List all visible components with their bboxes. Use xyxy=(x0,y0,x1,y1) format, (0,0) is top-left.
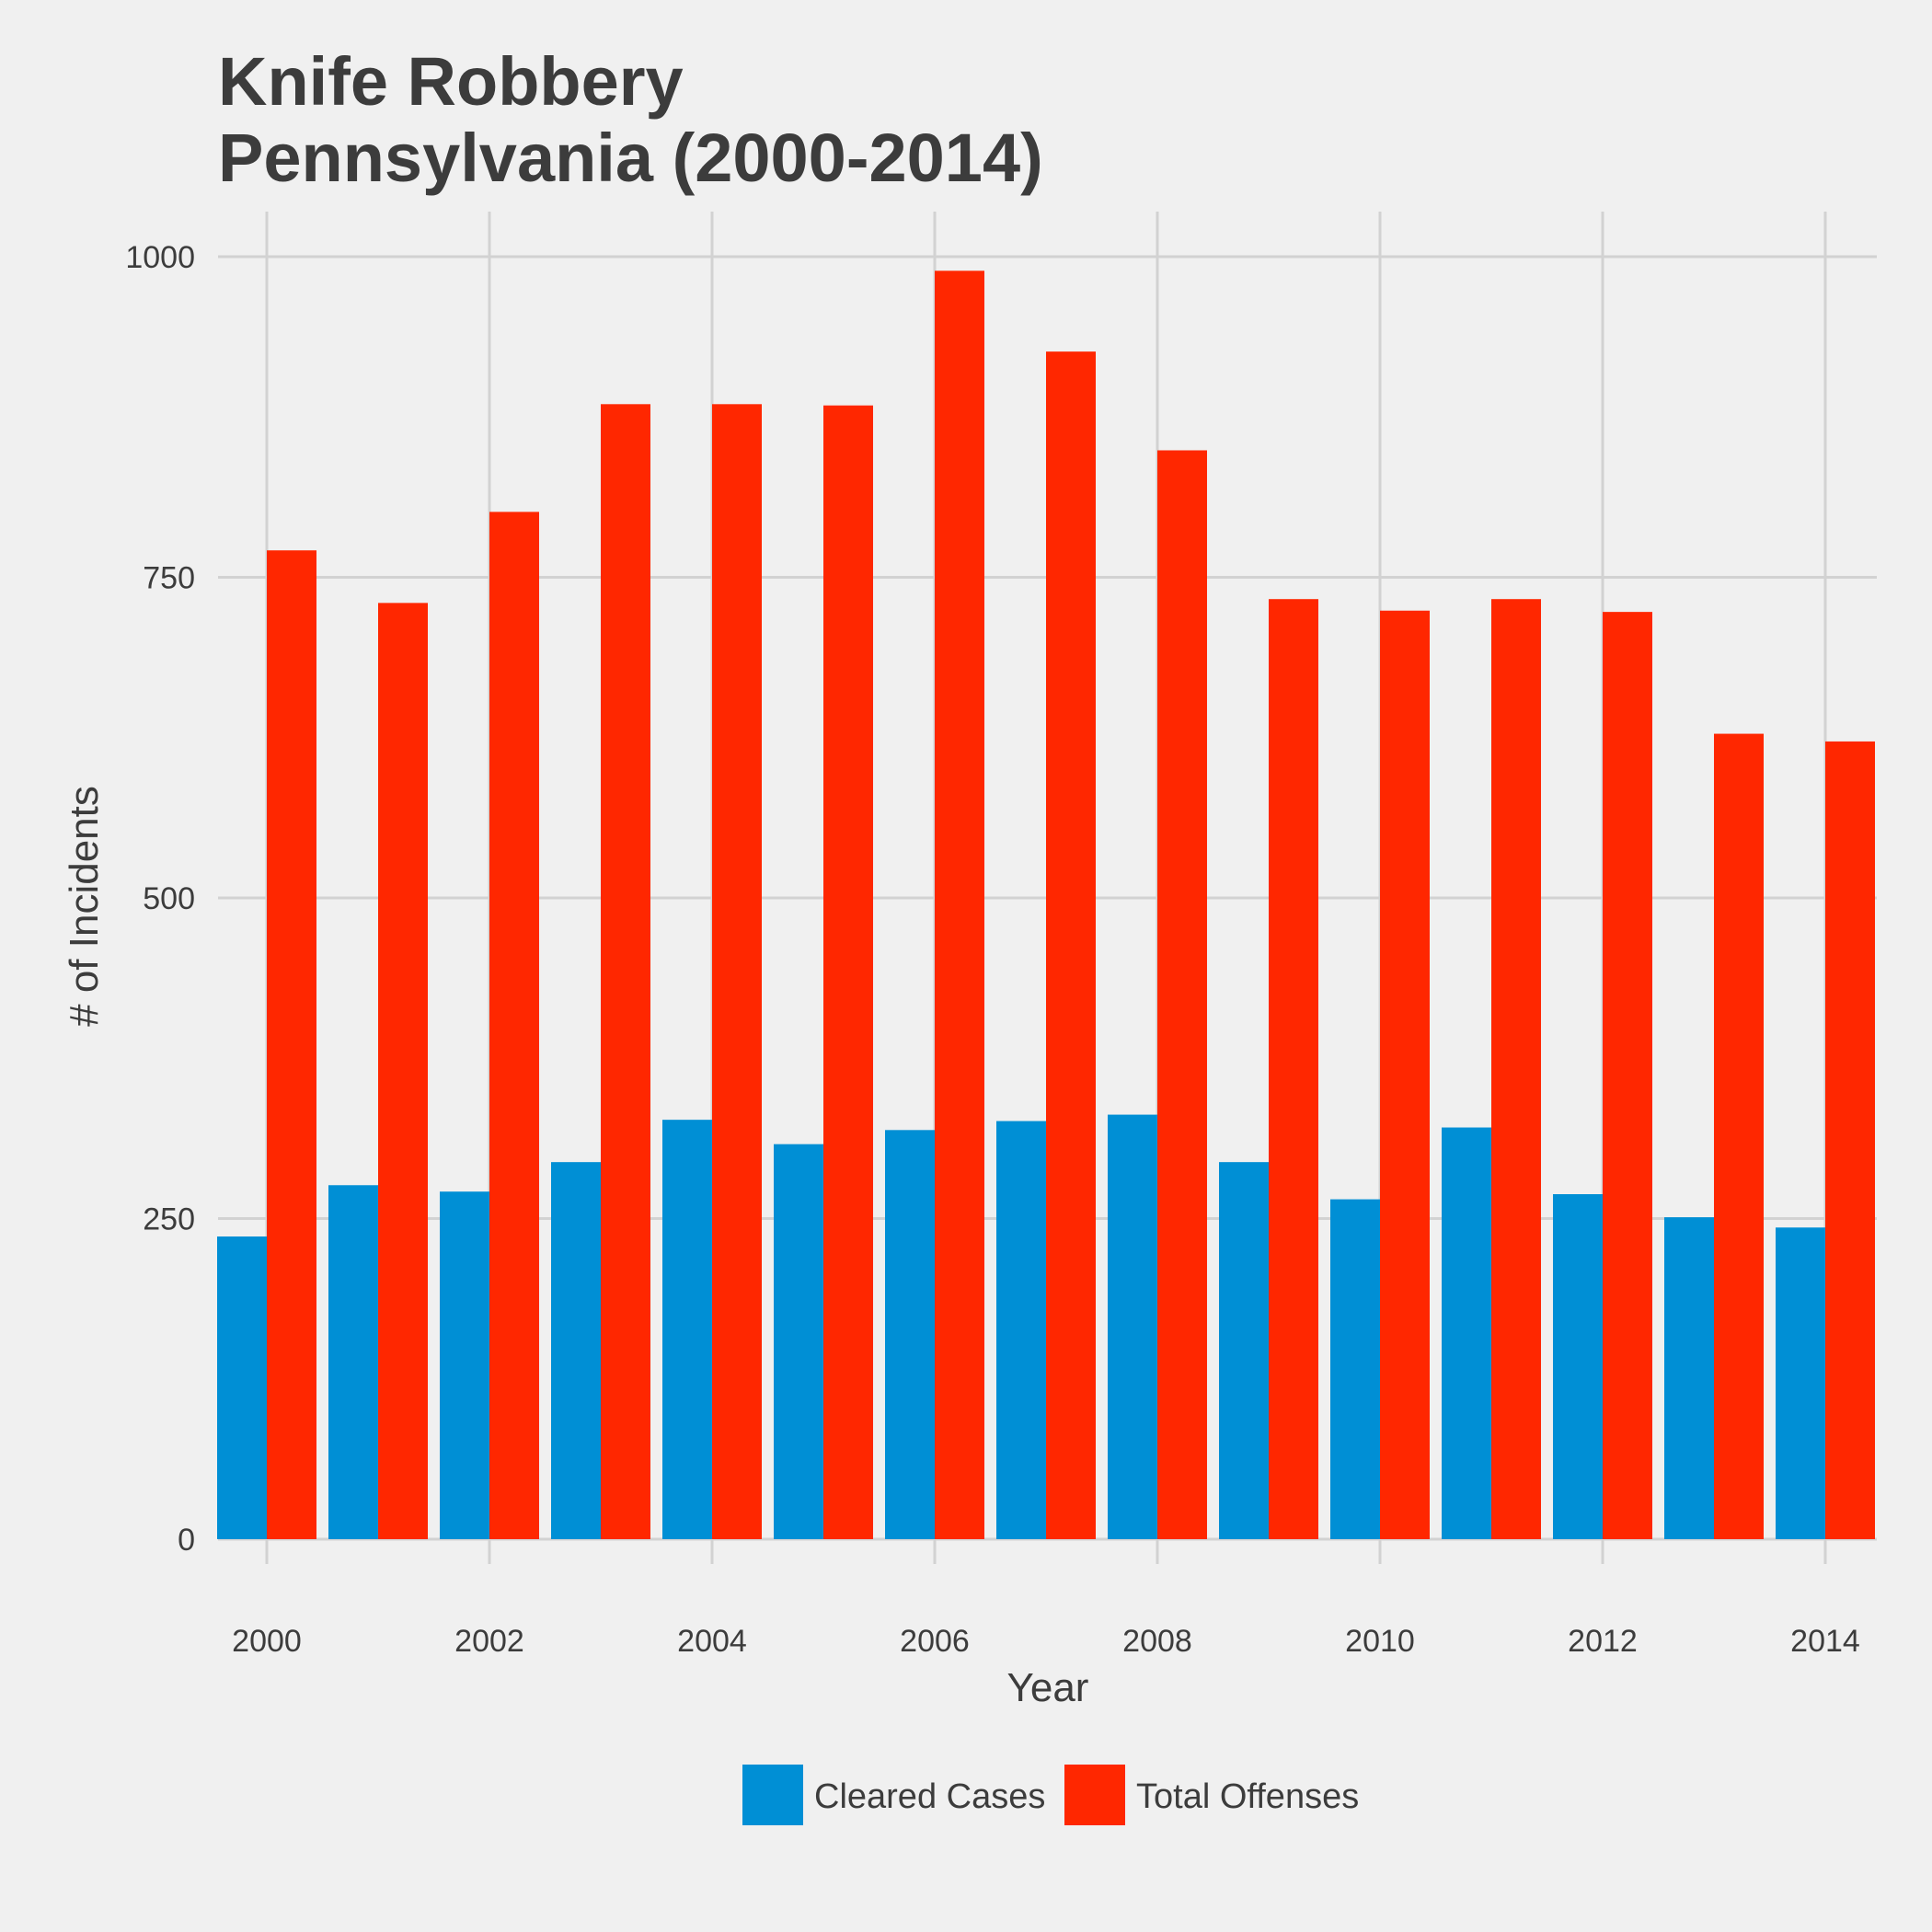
bars xyxy=(217,270,1875,1540)
bar-cleared-cases xyxy=(1776,1227,1825,1539)
bar-total-offenses xyxy=(1046,351,1096,1539)
legend-label-total-offenses: Total Offenses xyxy=(1136,1777,1359,1816)
bar-total-offenses xyxy=(601,404,650,1539)
bar-cleared-cases xyxy=(328,1185,378,1539)
x-tick-label: 2004 xyxy=(677,1624,747,1659)
legend-label-cleared-cases: Cleared Cases xyxy=(814,1777,1045,1816)
y-tick-label: 250 xyxy=(143,1202,195,1237)
y-tick-label: 500 xyxy=(143,881,195,916)
x-tick-label: 2012 xyxy=(1568,1624,1638,1659)
bar-total-offenses xyxy=(1491,599,1541,1539)
y-axis-ticks: 0 250 500 750 1000 xyxy=(125,240,195,1558)
bar-total-offenses xyxy=(1380,610,1430,1539)
bar-cleared-cases xyxy=(1553,1194,1603,1539)
bar-cleared-cases xyxy=(774,1144,823,1539)
y-tick-label: 0 xyxy=(178,1523,195,1558)
bar-cleared-cases xyxy=(551,1162,601,1539)
bar-cleared-cases xyxy=(1664,1217,1714,1539)
bar-cleared-cases xyxy=(996,1121,1046,1539)
bar-total-offenses xyxy=(1269,599,1318,1539)
bar-total-offenses xyxy=(712,404,762,1539)
x-tick-label: 2008 xyxy=(1122,1624,1192,1659)
bar-total-offenses xyxy=(378,603,428,1539)
bar-total-offenses xyxy=(1603,612,1652,1539)
chart-subtitle: Pennsylvania (2000-2014) xyxy=(218,120,1043,196)
legend-swatch-total-offenses xyxy=(1064,1765,1125,1825)
chart-title: Knife Robbery xyxy=(218,43,684,120)
bar-total-offenses xyxy=(489,512,539,1539)
bar-cleared-cases xyxy=(885,1130,935,1539)
bar-total-offenses xyxy=(935,270,984,1540)
legend: Cleared Cases Total Offenses xyxy=(742,1765,1359,1825)
bar-cleared-cases xyxy=(1219,1162,1269,1539)
bar-total-offenses xyxy=(823,405,873,1540)
x-tick-label: 2000 xyxy=(232,1624,302,1659)
bar-total-offenses xyxy=(1714,733,1764,1539)
y-tick-label: 750 xyxy=(143,561,195,596)
x-tick-label: 2014 xyxy=(1790,1624,1860,1659)
bar-cleared-cases xyxy=(217,1236,267,1539)
y-tick-label: 1000 xyxy=(125,240,195,275)
bar-total-offenses xyxy=(1157,450,1207,1539)
bar-total-offenses xyxy=(267,550,316,1539)
x-axis-label: Year xyxy=(1007,1665,1089,1710)
x-axis-ticks: 2000 2002 2004 2006 2008 2010 2012 2014 xyxy=(232,1624,1860,1659)
x-tick-label: 2002 xyxy=(454,1624,524,1659)
bar-cleared-cases xyxy=(1108,1114,1157,1539)
bar-total-offenses xyxy=(1825,741,1875,1539)
y-axis-label: # of Incidents xyxy=(62,786,107,1027)
bar-cleared-cases xyxy=(662,1120,712,1539)
x-tick-label: 2006 xyxy=(900,1624,970,1659)
bar-cleared-cases xyxy=(440,1191,489,1539)
x-tick-label: 2010 xyxy=(1345,1624,1415,1659)
legend-swatch-cleared-cases xyxy=(742,1765,803,1825)
bar-cleared-cases xyxy=(1330,1199,1380,1539)
bar-cleared-cases xyxy=(1442,1127,1491,1539)
